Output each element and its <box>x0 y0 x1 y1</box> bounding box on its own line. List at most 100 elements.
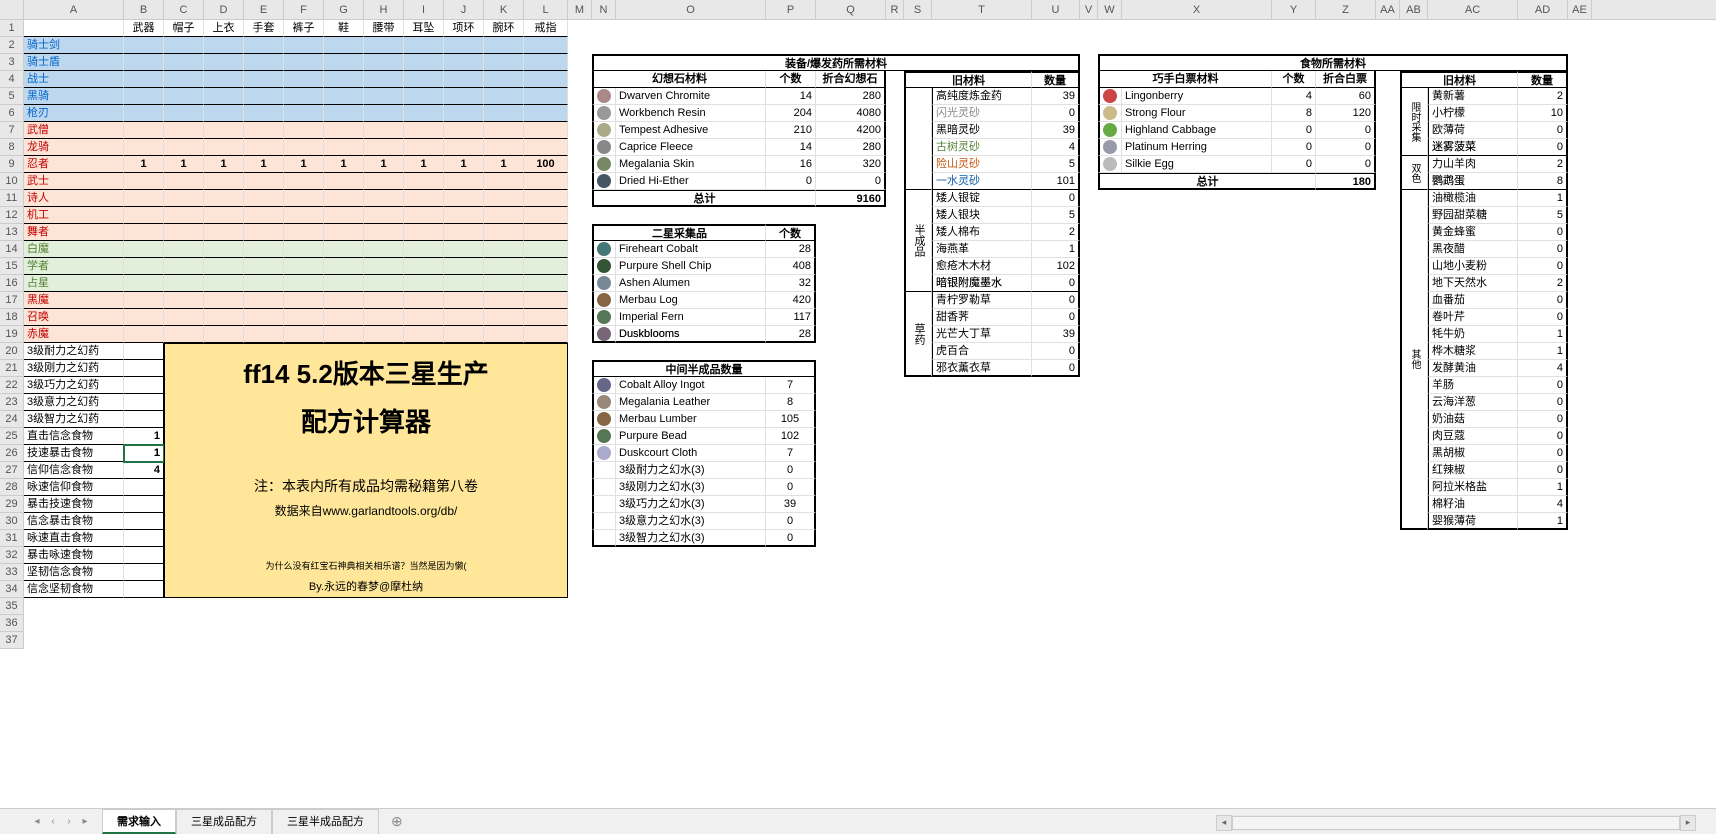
item-cost[interactable]: 0 <box>816 173 886 190</box>
row-header[interactable]: 30 <box>0 513 24 530</box>
job-gear-input[interactable] <box>524 122 568 139</box>
gear-slot-header[interactable]: 上衣 <box>204 20 244 37</box>
row-header[interactable]: 16 <box>0 275 24 292</box>
job-gear-input[interactable] <box>204 54 244 71</box>
food-qty[interactable] <box>124 547 164 564</box>
cell[interactable] <box>124 377 164 394</box>
job-gear-input[interactable] <box>204 122 244 139</box>
row-header[interactable]: 31 <box>0 530 24 547</box>
row-header[interactable]: 29 <box>0 496 24 513</box>
job-name[interactable]: 赤魔 <box>24 326 124 343</box>
job-gear-input[interactable] <box>324 326 364 343</box>
potion-name[interactable]: 3级耐力之幻药 <box>24 343 124 360</box>
row-header[interactable]: 10 <box>0 173 24 190</box>
job-gear-input[interactable] <box>204 326 244 343</box>
table-header[interactable]: 折合幻想石 <box>816 71 886 88</box>
material-name[interactable]: 青柠罗勒草 <box>932 292 1032 309</box>
item-name[interactable]: Highland Cabbage <box>1122 122 1272 139</box>
sheet-tab[interactable]: 需求输入 <box>102 809 176 834</box>
material-name[interactable]: 欧薄荷 <box>1428 122 1518 139</box>
job-gear-input[interactable] <box>524 224 568 241</box>
job-gear-input[interactable] <box>124 309 164 326</box>
item-qty[interactable]: 28 <box>766 241 816 258</box>
job-gear-input[interactable] <box>364 105 404 122</box>
job-gear-input[interactable] <box>484 190 524 207</box>
material-qty[interactable]: 0 <box>1032 343 1080 360</box>
cell[interactable] <box>124 343 164 360</box>
col-header[interactable]: Z <box>1316 0 1376 19</box>
job-gear-input[interactable] <box>364 71 404 88</box>
item-name[interactable]: Purpure Shell Chip <box>616 258 766 275</box>
material-name[interactable]: 高纯度炼金药 <box>932 88 1032 105</box>
job-gear-input[interactable] <box>324 309 364 326</box>
material-qty[interactable]: 10 <box>1518 105 1568 122</box>
job-name[interactable]: 诗人 <box>24 190 124 207</box>
job-gear-input[interactable] <box>244 122 284 139</box>
material-qty[interactable]: 0 <box>1518 309 1568 326</box>
food-qty[interactable]: 4 <box>124 462 164 479</box>
job-gear-input[interactable]: 1 <box>244 156 284 173</box>
job-gear-input[interactable]: 1 <box>164 156 204 173</box>
job-gear-input[interactable] <box>444 71 484 88</box>
cell[interactable] <box>592 326 616 343</box>
item-cost[interactable]: 320 <box>816 156 886 173</box>
item-qty[interactable]: 14 <box>766 139 816 156</box>
cell[interactable] <box>24 20 124 37</box>
material-name[interactable]: 桦木糖浆 <box>1428 343 1518 360</box>
job-gear-input[interactable] <box>244 258 284 275</box>
job-gear-input[interactable] <box>364 190 404 207</box>
item-name[interactable]: 3级巧力之幻水(3) <box>616 496 766 513</box>
col-header[interactable]: V <box>1080 0 1098 19</box>
job-gear-input[interactable] <box>444 54 484 71</box>
table-header[interactable]: 幻想石材料 <box>592 71 766 88</box>
material-qty[interactable]: 1 <box>1518 479 1568 496</box>
job-name[interactable]: 骑士盾 <box>24 54 124 71</box>
row-header[interactable]: 14 <box>0 241 24 258</box>
job-gear-input[interactable] <box>124 139 164 156</box>
job-gear-input[interactable]: 100 <box>524 156 568 173</box>
item-qty[interactable]: 16 <box>766 156 816 173</box>
cell[interactable] <box>904 173 932 190</box>
table-header[interactable]: 巧手白票材料 <box>1098 71 1272 88</box>
col-header[interactable]: L <box>524 0 568 19</box>
material-name[interactable]: 小柠檬 <box>1428 105 1518 122</box>
material-name[interactable]: 奶油菇 <box>1428 411 1518 428</box>
job-gear-input[interactable] <box>444 88 484 105</box>
job-gear-input[interactable] <box>444 309 484 326</box>
material-name[interactable]: 山地小麦粉 <box>1428 258 1518 275</box>
job-gear-input[interactable] <box>324 173 364 190</box>
job-gear-input[interactable] <box>404 190 444 207</box>
tab-last-icon[interactable]: ▸ <box>78 816 92 827</box>
col-header[interactable]: K <box>484 0 524 19</box>
job-gear-input[interactable] <box>164 173 204 190</box>
job-gear-input[interactable] <box>124 122 164 139</box>
material-qty[interactable]: 5 <box>1518 207 1568 224</box>
material-name[interactable]: 卷叶芹 <box>1428 309 1518 326</box>
material-qty[interactable]: 0 <box>1032 292 1080 309</box>
job-name[interactable]: 忍者 <box>24 156 124 173</box>
material-qty[interactable]: 0 <box>1518 122 1568 139</box>
job-gear-input[interactable] <box>484 88 524 105</box>
row-header[interactable]: 36 <box>0 615 24 632</box>
item-qty[interactable]: 420 <box>766 292 816 309</box>
job-gear-input[interactable] <box>244 139 284 156</box>
row-header[interactable]: 33 <box>0 564 24 581</box>
job-gear-input[interactable] <box>204 275 244 292</box>
item-qty[interactable]: 0 <box>766 530 816 547</box>
material-qty[interactable]: 0 <box>1518 139 1568 156</box>
job-gear-input[interactable] <box>524 54 568 71</box>
food-qty[interactable]: 1 <box>124 428 164 445</box>
job-gear-input[interactable] <box>284 258 324 275</box>
material-qty[interactable]: 39 <box>1032 88 1080 105</box>
cell[interactable] <box>124 411 164 428</box>
cell[interactable] <box>904 275 932 292</box>
job-gear-input[interactable] <box>404 309 444 326</box>
job-gear-input[interactable]: 1 <box>404 156 444 173</box>
job-gear-input[interactable]: 1 <box>204 156 244 173</box>
material-qty[interactable]: 0 <box>1518 394 1568 411</box>
job-gear-input[interactable] <box>164 88 204 105</box>
row-header[interactable]: 35 <box>0 598 24 615</box>
item-cost[interactable]: 0 <box>1316 122 1376 139</box>
food-qty[interactable] <box>124 513 164 530</box>
category-label[interactable]: 其他 <box>1400 190 1428 530</box>
